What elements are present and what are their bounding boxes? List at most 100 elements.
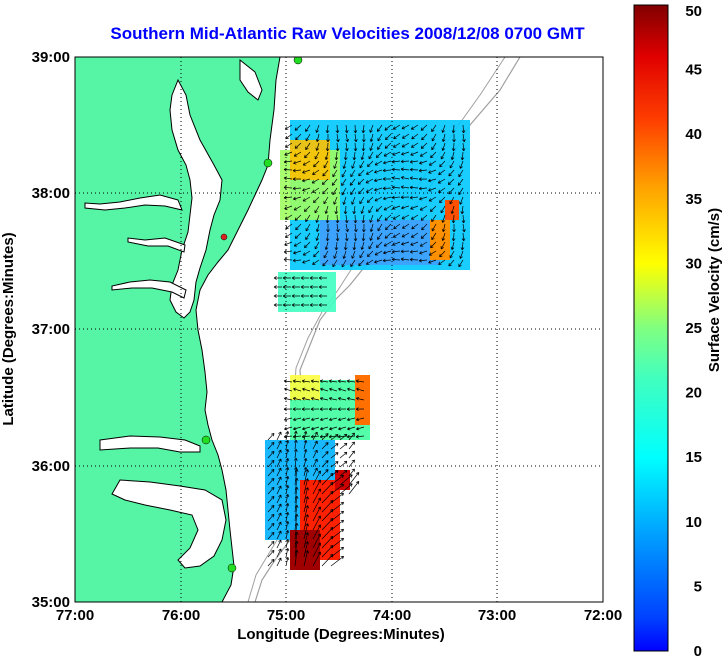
velocity-arrow: [374, 250, 383, 256]
velocity-arrow: [355, 417, 365, 422]
velocity-arrow: [354, 133, 358, 143]
velocity-arrow: [282, 303, 291, 307]
velocity-arrow: [333, 160, 338, 169]
velocity-arrow: [382, 168, 392, 173]
y-tick-label: 39:00: [32, 49, 70, 66]
velocity-arrow: [276, 521, 282, 531]
velocity-arrow: [400, 195, 410, 200]
radar-station-marker[interactable]: [220, 233, 228, 241]
velocity-arrow: [350, 187, 356, 195]
radar-station-marker[interactable]: [227, 563, 237, 573]
velocity-arrow: [409, 195, 419, 200]
velocity-arrow: [326, 223, 330, 233]
velocity-arrow: [383, 241, 392, 247]
velocity-arrow: [303, 514, 309, 531]
velocity-arrow: [292, 407, 302, 411]
velocity-arrow: [337, 379, 347, 384]
x-tick-label: 73:00: [478, 607, 516, 624]
velocity-arrow: [303, 439, 308, 450]
velocity-arrow: [303, 505, 309, 522]
velocity-arrow: [276, 431, 282, 441]
velocity-arrow: [267, 513, 275, 522]
velocity-arrow: [400, 249, 410, 254]
velocity-arrow: [451, 124, 456, 134]
velocity-arrow: [330, 474, 344, 486]
velocity-arrow: [305, 133, 311, 142]
velocity-arrow: [369, 214, 374, 223]
velocity-arrow: [361, 142, 366, 152]
velocity-arrow: [267, 549, 275, 558]
velocity-arrow: [431, 133, 437, 142]
velocity-arrow: [303, 523, 309, 540]
velocity-arrow: [336, 133, 340, 143]
velocity-arrow: [441, 214, 446, 223]
radar-station-marker[interactable]: [201, 435, 211, 445]
velocity-arrow: [341, 187, 347, 196]
velocity-arrow: [285, 520, 290, 531]
velocity-arrow: [338, 426, 347, 431]
velocity-arrow: [301, 417, 311, 422]
velocity-arrow: [267, 540, 275, 549]
velocity-arrow: [321, 469, 329, 477]
x-tick-labels: 77:00 76:00 75:00 74:00 73:00 72:00: [56, 607, 622, 624]
velocity-arrow: [293, 387, 302, 392]
velocity-arrow: [315, 124, 320, 133]
velocity-arrow: [421, 133, 428, 141]
y-tick-label: 37:00: [32, 321, 70, 338]
velocity-arrow: [276, 494, 282, 504]
velocity-arrow: [348, 441, 355, 450]
velocity-arrow: [366, 169, 374, 175]
velocity-arrow: [300, 303, 309, 307]
delaware-bay: [239, 58, 263, 101]
velocity-arrow: [409, 185, 419, 190]
velocity-arrow: [293, 448, 298, 459]
velocity-arrow: [320, 387, 329, 392]
velocity-arrow: [293, 430, 298, 441]
velocity-arrow: [303, 496, 309, 513]
velocity-arrow: [294, 495, 299, 513]
velocity-arrow: [330, 519, 344, 531]
plot-frame: [74, 56, 604, 603]
y-tick-label: 36:00: [32, 458, 70, 475]
velocity-arrow: [303, 457, 308, 468]
colorbar-tick-label: 40: [685, 126, 702, 143]
velocity-arrow: [312, 187, 320, 193]
velocity-arrow: [369, 232, 374, 241]
velocity-arrow: [324, 205, 329, 214]
velocity-arrow: [401, 214, 410, 220]
velocity-arrow: [402, 223, 410, 229]
velocity-arrow: [377, 142, 383, 150]
chesapeake-bay: [169, 78, 223, 319]
velocity-arrow: [459, 196, 464, 205]
velocity-arrow: [369, 133, 374, 142]
velocity-arrow: [294, 477, 299, 495]
velocity-arrow: [325, 232, 330, 242]
velocity-arrow: [314, 205, 320, 214]
velocity-arrow: [291, 276, 300, 280]
velocity-arrow: [355, 396, 365, 401]
velocity-arrow: [285, 556, 290, 567]
velocity-arrow: [333, 250, 338, 259]
velocity-arrow: [330, 452, 339, 459]
velocity-arrow: [377, 232, 383, 240]
velocity-arrow: [428, 196, 437, 202]
radar-station-marker[interactable]: [293, 56, 303, 65]
velocity-arrow: [382, 186, 392, 191]
velocity-arrow: [321, 178, 329, 185]
velocity-arrow: [400, 185, 410, 190]
velocity-arrow: [325, 214, 330, 224]
velocity-arrow: [325, 142, 330, 152]
radar-station-marker[interactable]: [263, 158, 273, 168]
velocity-arrow: [355, 407, 365, 411]
map-plot-area[interactable]: [75, 56, 603, 602]
velocity-arrow: [310, 407, 320, 411]
velocity-arrow: [321, 442, 329, 450]
velocity-arrow: [330, 537, 344, 549]
velocity-arrow: [333, 196, 338, 205]
velocity-arrow: [420, 214, 428, 221]
velocity-arrow: [356, 387, 365, 392]
velocity-arrow: [420, 124, 428, 131]
velocity-arrow: [392, 151, 401, 156]
velocity-arrow: [343, 241, 348, 251]
velocity-arrow: [334, 151, 339, 161]
